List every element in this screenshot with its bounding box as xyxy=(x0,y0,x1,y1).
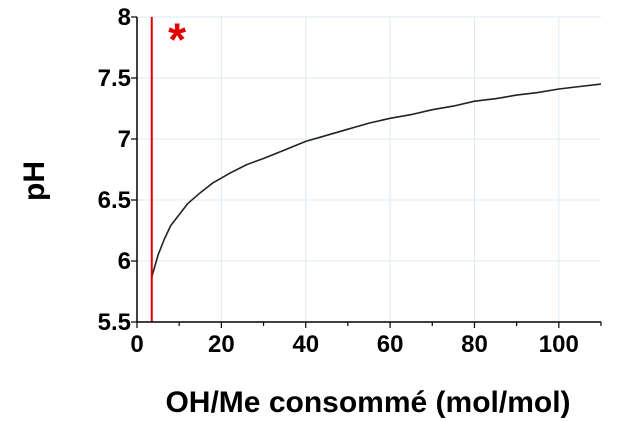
y-tick-label: 6 xyxy=(118,248,131,275)
y-tick-label: 7 xyxy=(118,126,131,153)
y-tick-label: 5.5 xyxy=(98,309,131,336)
annotation-layer: * xyxy=(150,13,186,322)
x-tick-label: 100 xyxy=(539,331,579,358)
x-tick-label: 80 xyxy=(461,331,488,358)
grid-lines xyxy=(137,16,601,322)
y-tick-label: 6.5 xyxy=(98,187,131,214)
series-layer xyxy=(151,83,602,278)
x-tick-label: 40 xyxy=(292,331,319,358)
tick-labels: 0 20 40 60 80 100 5.5 6 6.5 7 7.5 8 xyxy=(98,4,579,358)
y-axis-title: pH xyxy=(18,161,51,201)
x-axis-title: OH/Me consommé (mol/mol) xyxy=(165,386,570,419)
axes xyxy=(131,16,602,328)
x-tick-label: 20 xyxy=(208,331,235,358)
marker-asterisk: * xyxy=(168,13,186,65)
y-tick-label: 8 xyxy=(118,4,131,31)
x-tick-label: 60 xyxy=(377,331,404,358)
series-line-0 xyxy=(151,83,602,278)
x-tick-label: 0 xyxy=(130,331,143,358)
y-tick-label: 7.5 xyxy=(98,65,131,92)
